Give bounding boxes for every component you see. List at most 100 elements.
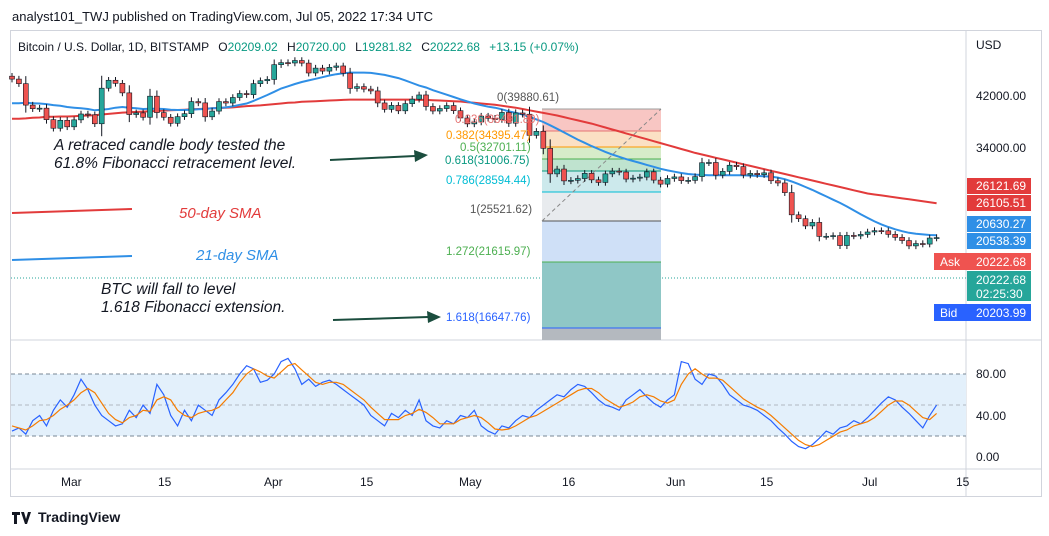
badge-sma21-a-text: 20630.27 — [976, 217, 1026, 231]
bid-badge — [967, 304, 1031, 321]
publisher-line: analyst101_TWJ published on TradingView.… — [12, 9, 434, 24]
target-note-line2: 1.618 Fibonacci extension. — [101, 299, 286, 316]
last-price-text: 20222.68 — [976, 273, 1026, 287]
candle-body — [409, 98, 416, 104]
candle-body — [499, 112, 505, 120]
target-arrow-head — [427, 311, 441, 323]
candle-body — [112, 79, 119, 84]
candle-body — [823, 235, 830, 238]
fib-label-0.382: 0.382(34395.47) — [446, 130, 531, 142]
candle-body — [436, 108, 443, 112]
candle-body — [885, 230, 892, 235]
candle-body — [837, 235, 843, 246]
candle-body — [147, 95, 153, 118]
ask-badge-text: 20222.68 — [976, 255, 1026, 269]
candle-body — [478, 115, 485, 123]
candle-body — [174, 116, 181, 124]
badge-sma50-b — [967, 195, 1031, 211]
candle-body — [616, 170, 623, 173]
candle-body — [9, 75, 15, 80]
sma50-legend-line — [11, 208, 133, 214]
candle-body — [926, 237, 933, 245]
price-badges: 26121.69 26105.51 20630.27 20538.39 Ask … — [934, 178, 1031, 321]
fib-label-0.618: 0.618(31006.75) — [445, 155, 530, 167]
time-label-jun: Jun — [666, 475, 685, 489]
candle-body — [519, 112, 526, 115]
stochastic-oscillator — [11, 357, 938, 450]
time-label-jul15: 15 — [956, 475, 970, 489]
candle-body — [602, 173, 609, 183]
candle-body — [292, 60, 298, 64]
candle-body — [209, 110, 215, 118]
fibonacci-tool[interactable] — [541, 108, 662, 340]
candle-body — [754, 173, 761, 175]
fib-zone-0786-1 — [542, 192, 661, 221]
time-label-mar15: 15 — [158, 475, 172, 489]
candle-body — [464, 117, 471, 125]
candle-body — [526, 113, 533, 136]
candle-body — [319, 67, 326, 72]
candle-body — [326, 67, 333, 72]
retrace-arrow-line — [329, 155, 416, 161]
currency-label: USD — [976, 38, 1002, 52]
candle-body — [568, 180, 574, 182]
candle-body — [388, 105, 395, 110]
badge-sma50-b-text: 26105.51 — [976, 196, 1026, 210]
candle-body — [919, 243, 926, 245]
candle-body — [581, 173, 588, 179]
candle-body — [354, 86, 360, 89]
candle-body — [574, 178, 581, 181]
candle-body — [133, 112, 139, 115]
candle-body — [547, 148, 554, 175]
candle-body — [802, 218, 809, 227]
candle-body — [450, 105, 457, 111]
candle-body — [305, 62, 312, 74]
price-tick-34000: 34000.00 — [976, 141, 1026, 155]
candle-body — [892, 234, 899, 238]
badge-sma21-b-text: 20538.39 — [976, 234, 1026, 248]
candle-body — [712, 162, 719, 176]
time-label-mar: Mar — [61, 475, 82, 489]
symbol-legend[interactable]: Bitcoin / U.S. Dollar, 1D, BITSTAMP O202… — [18, 40, 579, 54]
tradingview-footer[interactable]: TradingView — [12, 509, 120, 525]
candle-body — [430, 106, 436, 112]
candle-body — [367, 88, 374, 92]
tradingview-brand: TradingView — [38, 509, 121, 525]
candle-body — [761, 172, 767, 175]
close-value: 20222.68 — [429, 40, 480, 54]
candle-body — [726, 164, 733, 172]
candle-body — [864, 231, 871, 235]
badge-sma21-b — [967, 233, 1031, 249]
candle-body — [505, 112, 512, 124]
ask-side-label — [934, 253, 967, 270]
high-label: H — [287, 40, 296, 54]
candle-body — [188, 101, 195, 114]
candle-body — [913, 243, 919, 247]
fib-label-0.5: 0.5(32701.11) — [460, 142, 531, 154]
stoch-d-line — [11, 362, 938, 448]
candle-body — [50, 119, 57, 129]
candle-body — [830, 235, 836, 237]
candle-body — [795, 214, 802, 220]
fib-zone-below — [542, 328, 661, 340]
low-label: L — [355, 40, 362, 54]
candle-body — [36, 107, 43, 110]
candle-body — [374, 90, 381, 104]
candle-body — [657, 179, 664, 185]
candle-body — [105, 79, 112, 89]
candle-body — [92, 114, 98, 125]
candle-body — [678, 176, 685, 181]
bid-side-text: Bid — [940, 306, 957, 320]
candle-body — [609, 170, 616, 175]
change-value: +13.15 (+0.07%) — [489, 40, 579, 54]
candle-body — [243, 93, 250, 95]
tradingview-logo-icon — [12, 511, 32, 524]
candle-body — [181, 113, 188, 117]
fib-zone-0382-05 — [542, 147, 661, 159]
candle-body — [57, 120, 64, 129]
candle-body — [98, 87, 105, 125]
candle-body — [278, 62, 284, 65]
fib-label-1.618: 1.618(16647.76) — [446, 312, 531, 324]
candle-body — [29, 104, 36, 109]
